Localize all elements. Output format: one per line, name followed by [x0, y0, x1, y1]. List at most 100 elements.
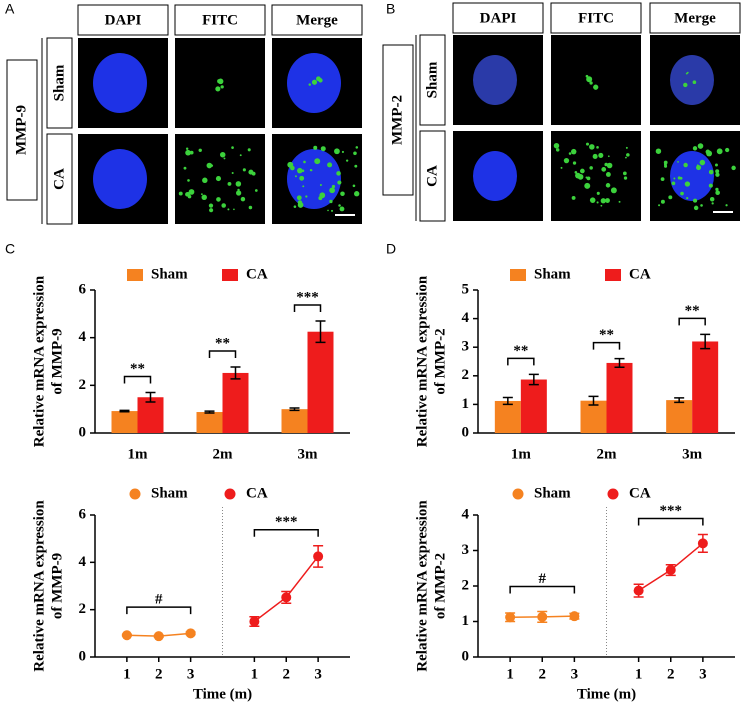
significance-bracket: [126, 606, 192, 615]
significance-label: **: [513, 343, 528, 359]
signal-dot: [708, 183, 713, 188]
micrograph: [551, 131, 641, 221]
micrograph-bg: [551, 35, 641, 125]
signal-dot: [178, 191, 183, 196]
x-tick-label: 3m: [682, 446, 703, 462]
signal-dot: [660, 199, 665, 204]
signal-dot: [708, 169, 714, 175]
signal-dot: [254, 189, 258, 192]
signal-dot: [605, 172, 611, 177]
micrograph: [272, 38, 362, 128]
legend-swatch: [222, 269, 238, 281]
signal-dot: [311, 79, 318, 85]
x-tick-label: 2: [155, 666, 163, 682]
signal-dot: [600, 198, 606, 204]
signal-dot: [716, 148, 723, 155]
signal-dot: [589, 81, 593, 85]
signal-dot: [318, 196, 323, 201]
signal-dot: [664, 164, 668, 168]
signal-dot: [341, 150, 345, 154]
y-tick-label: 2: [79, 601, 87, 617]
column-header: Merge: [296, 12, 338, 28]
signal-dot: [572, 161, 577, 165]
bar: [606, 362, 633, 433]
signal-dot: [585, 176, 588, 179]
legend-swatch: [510, 269, 526, 281]
signal-dot: [715, 169, 720, 174]
point: [249, 616, 260, 627]
signal-dot: [334, 148, 340, 155]
y-axis-title: of MMP-9: [49, 553, 65, 619]
signal-dot: [329, 199, 333, 204]
legend-swatch: [224, 488, 236, 500]
y-axis-title: Relative mRNA expression: [414, 500, 430, 672]
signal-dot: [188, 189, 195, 195]
signal-dot: [574, 171, 578, 174]
bar: [222, 372, 249, 433]
column-header: DAPI: [480, 10, 517, 26]
legend-label: Sham: [151, 485, 188, 501]
point: [153, 631, 164, 642]
marker-label: MMP-9: [13, 105, 29, 155]
signal-dot: [296, 195, 302, 201]
signal-dot: [248, 205, 253, 210]
bar: [666, 400, 693, 433]
error-bar: [700, 333, 711, 350]
signal-dot: [589, 197, 596, 203]
column-header-box: [550, 2, 642, 34]
signal-dot: [302, 185, 305, 188]
column-header: Merge: [674, 10, 716, 26]
signal-dot: [227, 181, 232, 186]
scale-bar: [335, 214, 355, 216]
signal-dot: [313, 145, 318, 150]
nucleus: [670, 55, 714, 105]
signal-dot: [340, 191, 345, 197]
point: [697, 538, 708, 549]
signal-dot: [589, 144, 595, 150]
y-axis-title: Relative mRNA expression: [414, 275, 430, 447]
signal-dot: [555, 148, 560, 152]
signal-dot: [352, 184, 356, 188]
micrograph: [175, 38, 265, 128]
signal-dot: [235, 181, 242, 187]
signal-dot: [221, 203, 226, 208]
signal-dot: [589, 166, 593, 170]
micrograph-bg: [551, 131, 641, 221]
point: [185, 628, 196, 639]
micrograph: [78, 134, 168, 224]
point: [313, 551, 324, 562]
marker-box: [6, 59, 38, 201]
signal-dot: [227, 208, 230, 211]
signal-dot: [247, 148, 251, 152]
signal-dot: [696, 164, 699, 167]
point: [665, 565, 676, 576]
signal-dot: [318, 78, 323, 83]
signal-dot: [596, 146, 599, 149]
significance-label: **: [215, 335, 230, 351]
y-tick-label: 4: [79, 329, 87, 345]
column-header: DAPI: [105, 12, 142, 28]
signal-dot: [251, 171, 256, 176]
signal-dot: [598, 152, 604, 158]
legend-label: CA: [629, 485, 651, 501]
signal-dot: [586, 76, 593, 83]
error-bar: [230, 366, 241, 380]
signal-dot: [290, 165, 295, 171]
x-tick-label: 2: [667, 666, 675, 682]
x-tick-label: 3: [314, 666, 322, 682]
signal-dot: [560, 166, 563, 169]
signal-dot: [571, 195, 576, 200]
micrograph: [650, 131, 740, 221]
micrograph: [551, 35, 641, 125]
x-tick-label: 1: [251, 666, 259, 682]
significance-label: #: [155, 592, 163, 608]
panel-label: C: [5, 241, 15, 257]
nucleus: [670, 151, 714, 201]
signal-dot: [686, 71, 689, 74]
signal-dot: [596, 191, 600, 195]
signal-dot: [185, 149, 191, 156]
column-header-box: [452, 2, 544, 34]
signal-dot: [660, 177, 665, 182]
legend-label: Sham: [151, 266, 188, 282]
legend-label: CA: [246, 485, 268, 501]
